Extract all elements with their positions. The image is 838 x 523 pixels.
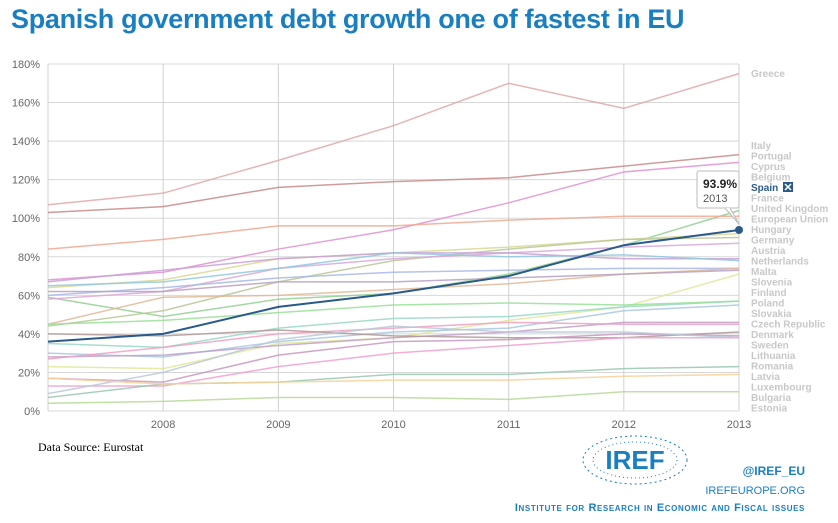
series-line-united-kingdom [47,236,740,327]
y-tick-label: 100% [12,213,40,225]
series-line-bulgaria [47,373,740,385]
legend-item-austria: Austria [751,246,786,257]
website-link[interactable]: IREFEUROPE.ORG [705,485,805,497]
legend-item-belgium: Belgium [751,173,791,184]
x-tick-label: 2009 [266,419,290,430]
y-tick-label: 120% [12,175,40,187]
legend-item-france: France [751,194,784,205]
series-line-germany [47,252,740,287]
chart-title: Spanish government debt growth one of fa… [11,4,685,34]
tooltip-year: 2013 [703,193,727,205]
legend-item-united-kingdom: United Kingdom [751,204,828,215]
x-tick-label: 2011 [497,419,521,430]
legend-item-portugal: Portugal [751,152,792,163]
y-tick-label: 140% [12,136,40,148]
line-chart: 0% 20% 40% 60% 80% 100% 120% 140% 160% 180% 2008 20… [12,59,828,430]
x-tick-label: 2010 [381,419,405,430]
legend-item-sweden: Sweden [751,341,789,352]
series-line-spain [47,228,740,343]
close-icon [784,183,792,191]
legend-item-malta: Malta [751,267,777,278]
legend-item-poland: Poland [751,299,784,310]
legend-item-greece: Greece [751,69,785,80]
legend-item-cyprus: Cyprus [751,162,786,173]
series-line-denmark [47,321,739,360]
y-tick-label: 160% [12,98,40,110]
tooltip-value: 93.9% [703,177,737,191]
legend-item-bulgaria: Bulgaria [751,393,791,404]
tooltip-pointer [724,207,740,225]
series-line-slovakia [47,304,740,358]
legend-item-italy: Italy [751,141,771,152]
spain-2013-point [735,225,743,234]
x-tick-label: 2013 [727,419,751,430]
series-line-estonia [47,390,739,405]
legend-item-czech-republic: Czech Republic [751,320,826,331]
series-line-romania [48,336,739,387]
data-source: Data Source: Eurostat [38,440,144,454]
institute-name: Institute for Research in Economic and F… [514,502,805,514]
series-line-belgium [47,215,739,250]
legend-item-hungary: Hungary [751,225,792,236]
series-line-czech-republic [47,321,739,358]
legend-item-spain: Spain [751,183,778,194]
legend-item-finland: Finland [751,288,787,299]
y-tick-label: 0% [24,406,40,418]
legend-item-european-union: European Union [751,215,828,226]
iref-logo: IREF [582,435,688,485]
legend-item-denmark: Denmark [751,330,794,341]
series-line-italy [47,153,740,214]
series-line-malta [48,269,740,293]
series-line-austria [47,267,739,297]
series-line-portugal [47,161,740,281]
legend-item-latvia: Latvia [751,372,780,383]
y-tick-label: 20% [18,367,40,379]
y-tick-label: 180% [12,59,40,71]
x-tick-label: 2012 [612,419,636,430]
series-line-poland [47,300,740,325]
y-tick-label: 40% [18,329,40,341]
legend-item-slovenia: Slovenia [751,278,793,289]
legend-item-romania: Romania [751,362,794,373]
legend-item-netherlands: Netherlands [751,257,809,268]
series-line-greece [47,72,740,206]
legend-item-germany: Germany [751,236,795,247]
legend-item-lithuania: Lithuania [751,351,796,362]
y-tick-label: 80% [18,252,40,264]
x-tick-label: 2008 [151,419,175,430]
legend-item-slovakia: Slovakia [751,309,792,320]
legend-item-estonia: Estonia [751,404,788,415]
legend-item-luxembourg: Luxembourg [751,383,812,394]
svg-text:IREF: IREF [605,445,664,475]
series-line-lithuania [47,333,740,383]
series-line-latvia [47,325,740,395]
twitter-handle[interactable]: @IREF_EU [742,464,805,478]
tooltip [696,170,740,209]
y-tick-label: 60% [18,290,40,302]
